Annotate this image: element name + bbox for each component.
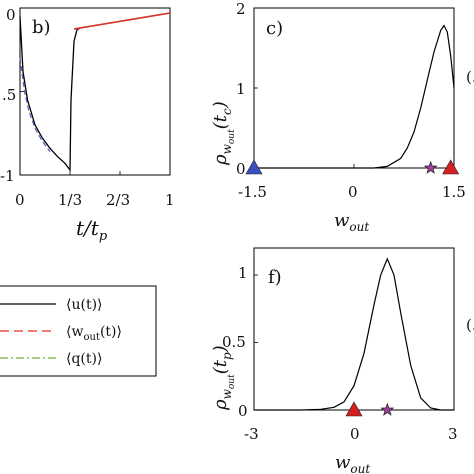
panel-b-ticks xyxy=(19,7,171,176)
panel-c-label: c) xyxy=(266,18,283,39)
panel-c-ticks xyxy=(253,7,455,169)
panel-f-ticks xyxy=(253,274,455,411)
panel-b-ytick-mid: .5 xyxy=(2,86,16,104)
panel-b: b) 0 .5 -1 0 1/3 2/3 1 t/tp xyxy=(0,6,175,244)
panel-f-marker-star xyxy=(380,402,395,416)
panel-f-label: f) xyxy=(268,267,282,288)
panel-c-edge-mark: (. xyxy=(466,68,474,86)
panel-f-marker-triangle-red xyxy=(345,401,363,417)
panel-b-xtick-2: 2/3 xyxy=(106,191,130,209)
panel-b-line-q xyxy=(19,58,51,152)
panel-c-marker-triangle-red xyxy=(442,159,460,175)
panel-b-xtick-3: 1 xyxy=(165,191,175,209)
panel-c: c) 2 1 0 -1.5 0 1.5 wout ρwout(tc) (. xyxy=(210,0,474,234)
panel-f-markers xyxy=(345,401,395,417)
legend: ⟨u(t)⟩ ⟨wout(t)⟩ ⟨q(t)⟩ xyxy=(0,285,157,377)
panel-b-xlabel: t/tp xyxy=(76,216,108,244)
panel-c-ytick-1: 1 xyxy=(236,80,246,98)
panel-f-edge-mark: (. xyxy=(466,316,474,334)
panel-f-xtick-2: 3 xyxy=(448,425,458,443)
panel-b-label: b) xyxy=(32,17,51,38)
panel-c-lines xyxy=(254,24,455,169)
legend-label-q: ⟨q(t)⟩ xyxy=(66,351,102,367)
panel-b-xtick-0: 0 xyxy=(15,191,25,209)
panel-c-ylabel: ρwout(tc) xyxy=(210,101,237,166)
panel-f-ylabel: ρwout(tp) xyxy=(210,345,237,411)
panel-c-xtick-1: 0 xyxy=(348,183,358,201)
legend-label-u: ⟨u(t)⟩ xyxy=(66,297,103,313)
panel-c-xtick-2: 1.5 xyxy=(442,183,466,201)
panel-c-marker-star xyxy=(423,160,438,174)
panel-c-xtick-0: -1.5 xyxy=(238,183,267,201)
panel-f-ytick-1: 1 xyxy=(238,264,248,282)
panel-c-marker-triangle-blue xyxy=(245,159,263,175)
panel-c-axes-box xyxy=(253,7,455,169)
panel-b-ytick-top: 0 xyxy=(6,6,16,24)
legend-box xyxy=(0,285,157,377)
panel-c-xlabel: wout xyxy=(334,210,369,234)
panel-b-ytick-bottom: -1 xyxy=(0,167,15,185)
panel-f-xtick-0: -3 xyxy=(244,425,259,443)
panel-f-xlabel: wout xyxy=(335,452,370,474)
panel-b-xtick-1: 1/3 xyxy=(58,191,82,209)
panel-f-ytick-05: 0.5 xyxy=(222,333,246,351)
panel-f-density-curve xyxy=(254,257,454,411)
panel-f-xtick-1: 0 xyxy=(350,425,360,443)
panel-b-lines xyxy=(19,12,171,172)
panel-b-line-wout xyxy=(73,12,171,30)
panel-c-ytick-2: 2 xyxy=(236,0,246,18)
legend-label-w: ⟨wout(t)⟩ xyxy=(66,324,122,343)
panel-c-markers xyxy=(245,159,460,175)
panel-f: f) 1 0.5 0 -3 0 3 wout ρwout(tp) (. xyxy=(210,247,474,474)
panel-c-density-curve xyxy=(254,24,455,169)
panel-c-ytick-0: 0 xyxy=(236,160,246,178)
panel-f-ytick-0: 0 xyxy=(238,402,248,420)
panel-f-lines xyxy=(254,257,454,411)
